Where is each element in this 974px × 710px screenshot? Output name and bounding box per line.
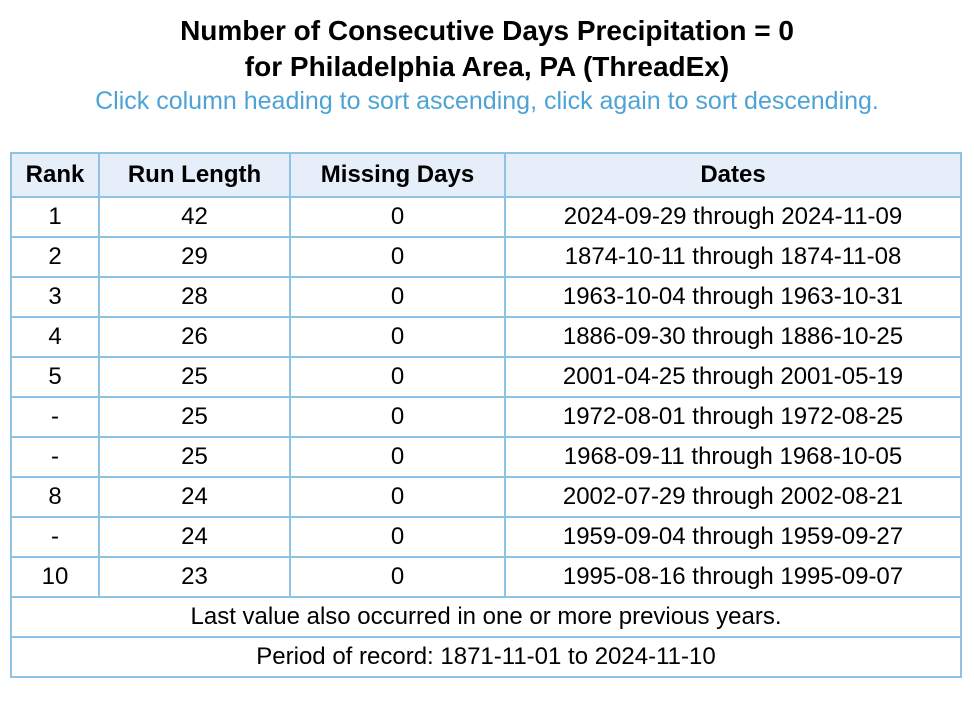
dates-cell: 1874-10-11 through 1874-11-08: [504, 236, 962, 278]
rank-cell: 10: [10, 556, 100, 598]
run-length-cell: 24: [98, 476, 291, 518]
dates-cell: 1963-10-04 through 1963-10-31: [504, 276, 962, 318]
missing-days-cell: 0: [289, 556, 506, 598]
missing-days-cell: 0: [289, 276, 506, 318]
dates-cell: 1959-09-04 through 1959-09-27: [504, 516, 962, 558]
run-length-cell: 23: [98, 556, 291, 598]
table-row: 1 42 0 2024-09-29 through 2024-11-09: [10, 196, 962, 238]
rank-cell: 4: [10, 316, 100, 358]
table-row: 5 25 0 2001-04-25 through 2001-05-19: [10, 356, 962, 398]
dates-cell: 1886-09-30 through 1886-10-25: [504, 316, 962, 358]
column-header-missing-days[interactable]: Missing Days: [289, 152, 506, 198]
run-length-cell: 42: [98, 196, 291, 238]
dates-cell: 1972-08-01 through 1972-08-25: [504, 396, 962, 438]
period-row: Period of record: 1871-11-01 to 2024-11-…: [10, 636, 962, 678]
dates-cell: 2024-09-29 through 2024-11-09: [504, 196, 962, 238]
run-length-cell: 24: [98, 516, 291, 558]
dates-cell: 1995-08-16 through 1995-09-07: [504, 556, 962, 598]
missing-days-cell: 0: [289, 356, 506, 398]
table-row: -24 0 1959-09-04 through 1959-09-27: [10, 516, 962, 558]
column-header-run-length[interactable]: Run Length: [98, 152, 291, 198]
run-length-cell: 28: [98, 276, 291, 318]
run-length-cell: 29: [98, 236, 291, 278]
table-row: 2 29 0 1874-10-11 through 1874-11-08: [10, 236, 962, 278]
rank-cell: -: [10, 396, 100, 438]
rank-cell: 2: [10, 236, 100, 278]
column-header-dates[interactable]: Dates: [504, 152, 962, 198]
run-length-cell: 25: [98, 396, 291, 438]
rank-cell: 3: [10, 276, 100, 318]
table-row: 10 23 0 1995-08-16 through 1995-09-07: [10, 556, 962, 598]
rank-cell: -: [10, 516, 100, 558]
table-row: -25 0 1972-08-01 through 1972-08-25: [10, 396, 962, 438]
rank-cell: 5: [10, 356, 100, 398]
header-row: Rank Run Length Missing Days Dates: [10, 152, 962, 198]
missing-days-cell: 0: [289, 436, 506, 478]
dates-cell: 2002-07-29 through 2002-08-21: [504, 476, 962, 518]
rank-cell: -: [10, 436, 100, 478]
dates-cell: 1968-09-11 through 1968-10-05: [504, 436, 962, 478]
table-row: 8 24 0 2002-07-29 through 2002-08-21: [10, 476, 962, 518]
title-line-1: Number of Consecutive Days Precipitation…: [180, 15, 794, 46]
run-length-cell: 25: [98, 436, 291, 478]
records-table: Rank Run Length Missing Days Dates 1 42 0 2…: [10, 152, 962, 678]
table-row: 3 28 0 1963-10-04 through 1963-10-31: [10, 276, 962, 318]
missing-days-cell: 0: [289, 236, 506, 278]
footnote-row: Last value also occurred in one or more …: [10, 596, 962, 638]
missing-days-cell: 0: [289, 196, 506, 238]
rank-cell: 1: [10, 196, 100, 238]
page-title: Number of Consecutive Days Precipitation…: [0, 0, 974, 85]
dates-cell: 2001-04-25 through 2001-05-19: [504, 356, 962, 398]
run-length-cell: 26: [98, 316, 291, 358]
table-row: 4 26 0 1886-09-30 through 1886-10-25: [10, 316, 962, 358]
missing-days-cell: 0: [289, 316, 506, 358]
table-row: -25 0 1968-09-11 through 1968-10-05: [10, 436, 962, 478]
missing-days-cell: 0: [289, 396, 506, 438]
title-line-2: for Philadelphia Area, PA (ThreadEx): [244, 51, 730, 82]
missing-days-cell: 0: [289, 476, 506, 518]
footnote: Last value also occurred in one or more …: [10, 596, 962, 638]
column-header-rank[interactable]: Rank: [10, 152, 100, 198]
sort-instructions: Click column heading to sort ascending, …: [95, 87, 879, 115]
missing-days-cell: 0: [289, 516, 506, 558]
rank-cell: 8: [10, 476, 100, 518]
run-length-cell: 25: [98, 356, 291, 398]
period-of-record: Period of record: 1871-11-01 to 2024-11-…: [10, 636, 962, 678]
